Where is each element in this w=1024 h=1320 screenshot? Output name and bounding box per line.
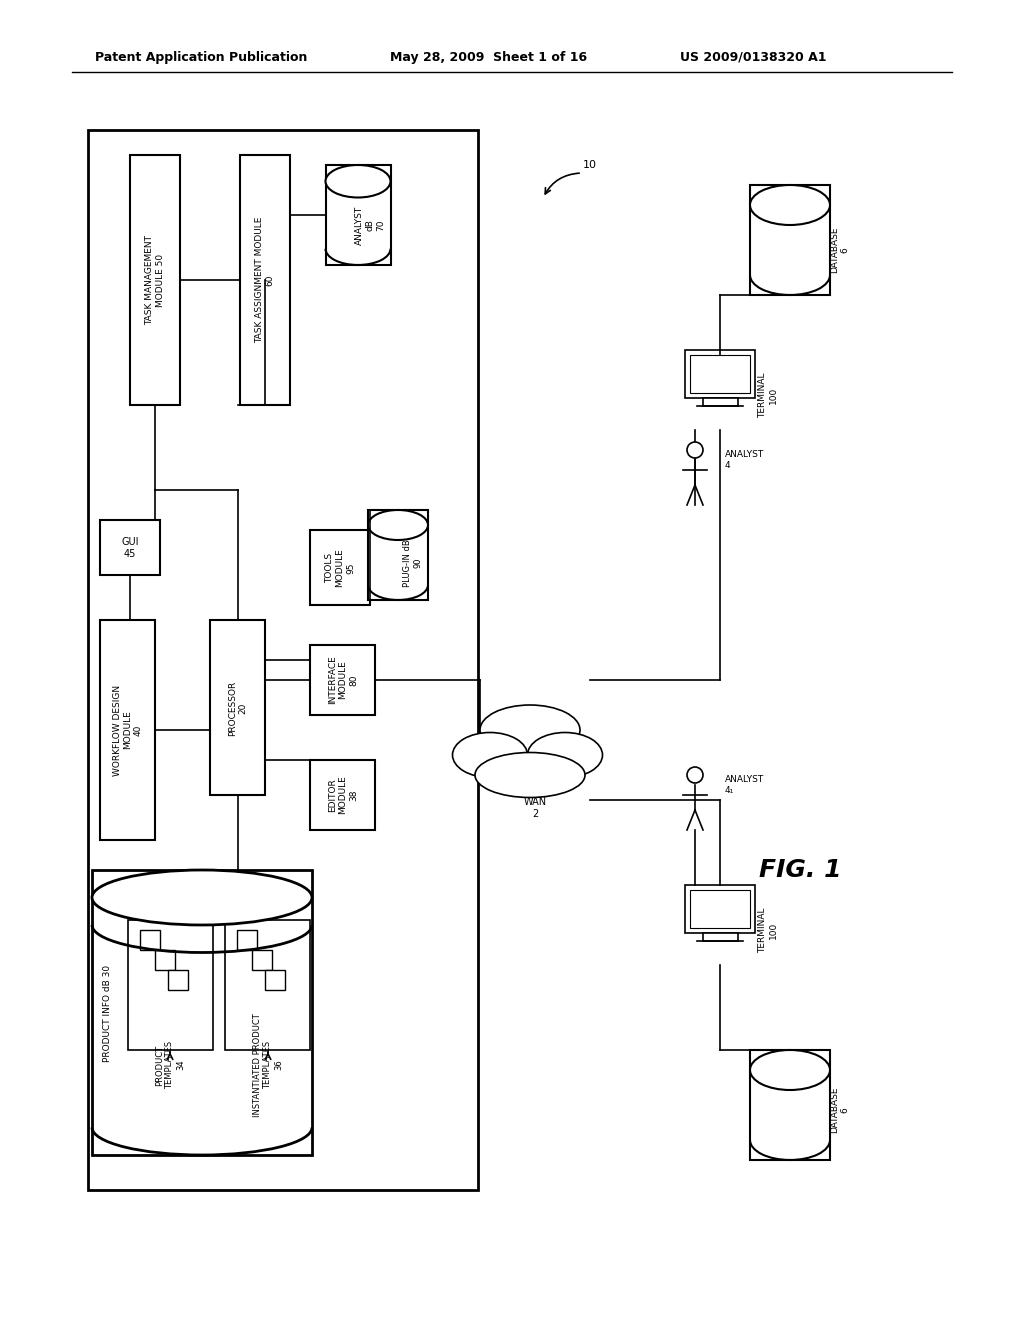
Bar <box>310 645 375 715</box>
Bar <box>252 950 272 970</box>
Ellipse shape <box>92 870 312 925</box>
Bar <box>92 870 312 1155</box>
Bar <box>265 970 285 990</box>
Text: TOOLS
MODULE
95: TOOLS MODULE 95 <box>325 549 355 587</box>
Text: INTERFACE
MODULE
80: INTERFACE MODULE 80 <box>328 656 358 705</box>
Bar <box>310 760 375 830</box>
Circle shape <box>687 442 703 458</box>
Bar <box>155 950 175 970</box>
Text: US 2009/0138320 A1: US 2009/0138320 A1 <box>680 50 826 63</box>
Bar <box>237 931 257 950</box>
Text: Patent Application Publication: Patent Application Publication <box>95 50 307 63</box>
Text: ANALYST
dB
70: ANALYST dB 70 <box>355 206 385 244</box>
Ellipse shape <box>750 1049 830 1090</box>
Bar <box>750 1049 830 1160</box>
Text: ANALYST
4: ANALYST 4 <box>725 450 764 470</box>
Bar <box>703 933 738 941</box>
Ellipse shape <box>368 510 428 540</box>
Ellipse shape <box>453 733 527 777</box>
Circle shape <box>687 767 703 783</box>
Ellipse shape <box>475 752 585 797</box>
Bar <box>130 154 180 405</box>
Text: TASK ASSIGNMENT MODULE
60: TASK ASSIGNMENT MODULE 60 <box>255 216 274 343</box>
Text: ANALYST
4₁: ANALYST 4₁ <box>725 775 764 795</box>
Bar <box>368 510 428 601</box>
Text: PROCESSOR
20: PROCESSOR 20 <box>228 680 248 735</box>
Text: GUI
45: GUI 45 <box>121 537 138 558</box>
Bar <box>690 890 750 928</box>
Ellipse shape <box>326 165 390 198</box>
Text: PRODUCT INFO dB 30: PRODUCT INFO dB 30 <box>102 965 112 1061</box>
Text: May 28, 2009  Sheet 1 of 16: May 28, 2009 Sheet 1 of 16 <box>390 50 587 63</box>
Bar <box>225 920 310 1049</box>
Bar <box>140 931 160 950</box>
Bar <box>240 154 290 405</box>
Text: WORKFLOW DESIGN
MODULE
40: WORKFLOW DESIGN MODULE 40 <box>113 685 143 776</box>
Ellipse shape <box>750 185 830 224</box>
Bar <box>128 920 213 1049</box>
Bar <box>100 620 155 840</box>
Text: WAN
2: WAN 2 <box>523 797 547 818</box>
Bar <box>210 620 265 795</box>
Text: 10: 10 <box>583 160 597 170</box>
Text: FIG. 1: FIG. 1 <box>759 858 842 882</box>
Bar <box>310 531 370 605</box>
Bar <box>750 185 830 294</box>
Bar <box>168 970 188 990</box>
Bar <box>685 350 755 399</box>
Ellipse shape <box>480 705 580 755</box>
Text: DATABASE
6: DATABASE 6 <box>830 1086 850 1134</box>
Bar <box>685 884 755 933</box>
Text: PRODUCT
TEMPLATES
34: PRODUCT TEMPLATES 34 <box>155 1041 185 1089</box>
Ellipse shape <box>527 733 602 777</box>
Text: EDITOR
MODULE
38: EDITOR MODULE 38 <box>328 776 358 814</box>
Text: INSTANTIATED PRODUCT
TEMPLATES
36: INSTANTIATED PRODUCT TEMPLATES 36 <box>253 1014 283 1117</box>
Bar <box>703 399 738 407</box>
Text: PLUG-IN dB
90: PLUG-IN dB 90 <box>403 539 423 587</box>
Text: TERMINAL
100: TERMINAL 100 <box>759 907 777 953</box>
Text: DATABASE
6: DATABASE 6 <box>830 227 850 273</box>
Bar <box>88 129 478 1191</box>
Bar <box>690 355 750 393</box>
Bar <box>100 520 160 576</box>
Bar <box>326 165 390 265</box>
Text: TASK MANAGEMENT
MODULE 50: TASK MANAGEMENT MODULE 50 <box>145 235 165 325</box>
Text: TERMINAL
100: TERMINAL 100 <box>759 372 777 417</box>
